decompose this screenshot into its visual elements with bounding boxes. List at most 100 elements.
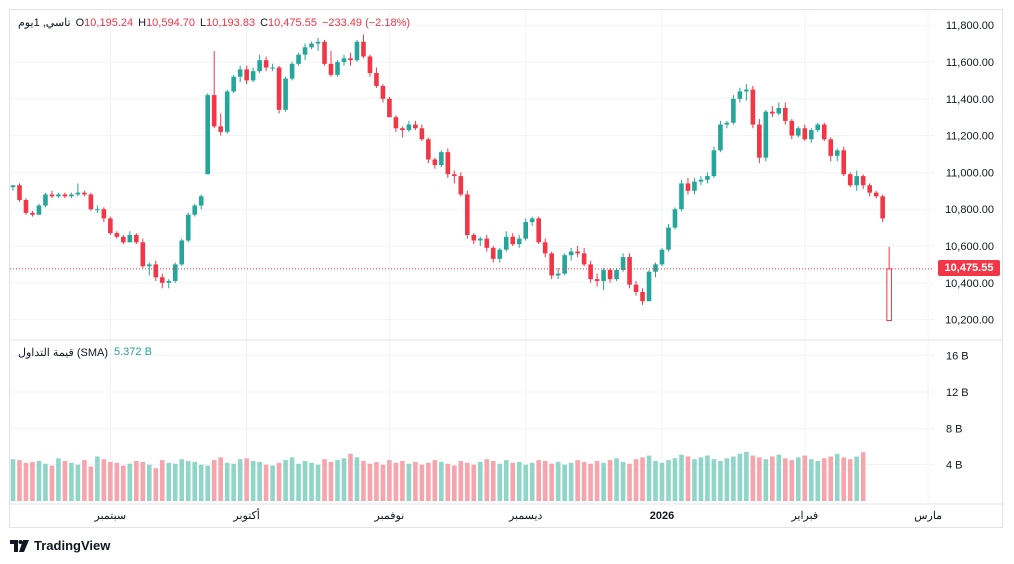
volume-bar (860, 452, 866, 501)
volume-bar (490, 461, 496, 501)
candle-body (705, 176, 710, 180)
volume-bar (406, 463, 412, 501)
candle-body (56, 194, 61, 197)
volume-bar (770, 456, 775, 501)
candle-body (127, 234, 133, 243)
volume-bar (646, 455, 652, 501)
candle-body (270, 67, 275, 69)
volume-bar (802, 455, 808, 501)
volume-bar (270, 465, 275, 501)
volume-bar (10, 459, 16, 501)
candle-body (659, 249, 665, 265)
volume-bar (185, 461, 191, 501)
volume-bar (367, 463, 373, 501)
volume-indicator-name[interactable]: قيمة التداول (SMA) (18, 347, 108, 359)
volume-bar (23, 462, 29, 501)
candle-body (432, 159, 438, 166)
volume-bar (413, 461, 418, 501)
candle-body (380, 85, 386, 99)
candle-body (666, 227, 671, 250)
candle-body (10, 185, 16, 188)
price-axis-label: 11,200.00 (946, 131, 994, 143)
volume-bar (653, 461, 658, 501)
price-axis-label: 10,600.00 (945, 241, 994, 253)
volume-bar (108, 461, 113, 501)
volume-bar (737, 453, 743, 501)
candle-body (854, 176, 859, 186)
volume-bar (529, 462, 535, 501)
volume-bar (783, 458, 788, 501)
volume-bar (711, 459, 717, 501)
candle-body (834, 150, 840, 156)
candle-body (146, 264, 152, 267)
volume-bar (341, 458, 347, 501)
volume-bar (834, 453, 840, 501)
candle-body (568, 251, 574, 256)
time-axis-label: فبراير (790, 510, 818, 522)
candle-body (224, 91, 230, 132)
volume-bar (250, 461, 256, 501)
candle-body (808, 130, 814, 140)
candle-body (860, 176, 866, 186)
candle-body (153, 264, 159, 278)
candle-body (75, 192, 81, 195)
volume-bar (166, 462, 172, 501)
volume-bar (523, 464, 529, 501)
candle-body (159, 277, 165, 283)
volume-bar (302, 461, 308, 501)
low-value: 10,193.83 (206, 16, 256, 29)
candle-body (516, 238, 522, 245)
candle-body (490, 247, 496, 259)
volume-bar (218, 457, 223, 501)
tradingview-brand[interactable]: TradingView (10, 538, 110, 553)
volume-bar (588, 463, 593, 501)
volume-bar (211, 460, 217, 501)
volume-bar (289, 457, 295, 501)
symbol-label[interactable]: تاسي, 1يوم (18, 17, 71, 29)
candle-body (685, 183, 691, 191)
volume-bar (419, 464, 425, 501)
volume-bar (56, 458, 61, 501)
candle-body (134, 234, 139, 243)
candle-body (179, 240, 185, 265)
candle-body (30, 212, 35, 215)
volume-bar (497, 463, 503, 501)
candle-body (731, 98, 736, 123)
candle-body (250, 71, 256, 81)
price-axis-label: 10,800.00 (945, 204, 994, 216)
volume-bar (30, 461, 35, 501)
candle-body (62, 194, 68, 197)
candle-body (737, 91, 743, 99)
candle-body (783, 108, 788, 121)
chart-canvas[interactable]: 11,800.00 11,600.00 11,400.00 11,200.00 11,0… (10, 10, 1004, 529)
volume-bar (581, 461, 587, 501)
time-axis-label: ديسمبر (508, 510, 543, 522)
volume-bar (354, 457, 360, 501)
open-value: 10,195.24 (84, 16, 134, 29)
volume-bar (633, 459, 639, 501)
volume-bar (542, 461, 548, 501)
candle-body (594, 279, 600, 281)
candle-body (367, 56, 373, 74)
volume-bar (750, 455, 756, 501)
candle-body (692, 181, 697, 191)
candle-body (770, 111, 775, 114)
candle-body (166, 280, 172, 283)
volume-bar (309, 462, 314, 501)
volume-bar (679, 454, 684, 501)
candle-body (114, 233, 120, 237)
change-value: −233.49 (−2.18%) (321, 16, 411, 29)
candle-body (419, 128, 425, 140)
volume-bar (458, 461, 464, 501)
volume-bar (361, 461, 366, 501)
volume-bar (627, 463, 632, 501)
volume-bar (763, 459, 769, 501)
volume-bar (724, 458, 730, 501)
candle-body (575, 251, 580, 254)
candle-body (679, 183, 684, 210)
volume-bar (263, 464, 269, 501)
candle-body (815, 124, 821, 131)
candle-body (101, 209, 107, 219)
volume-bar (127, 463, 133, 501)
volume-bar (380, 464, 386, 501)
